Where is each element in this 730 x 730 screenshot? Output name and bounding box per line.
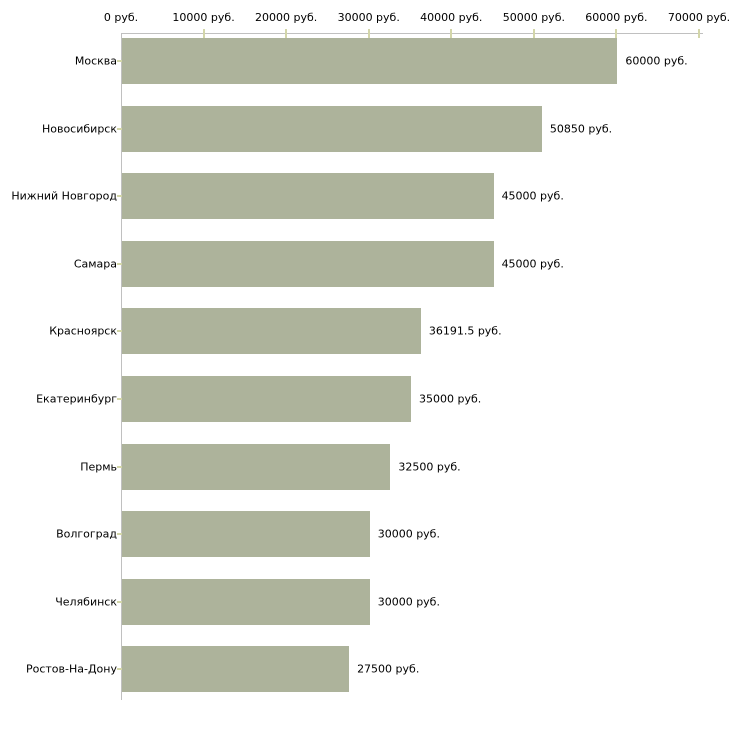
value-label: 36191.5 руб.: [428, 324, 502, 338]
y-axis-tick-mark: [117, 330, 122, 333]
x-axis-tick-mark: [615, 29, 618, 38]
bar-Екатеринбург: [122, 376, 411, 422]
x-axis-tick-label: 70000 руб.: [667, 11, 730, 24]
bar-Ростов-На-Дону: [122, 646, 350, 693]
category-label: Челябинск: [55, 595, 117, 609]
y-axis-tick-mark: [117, 533, 122, 536]
bar-Пермь: [122, 443, 391, 490]
x-axis-line: [121, 33, 703, 34]
y-axis-tick-mark: [117, 668, 122, 671]
bar-Новосибирск: [122, 105, 542, 152]
bar-Челябинск: [122, 578, 370, 625]
value-label: 32500 руб.: [398, 460, 461, 474]
x-axis-tick-label: 30000 руб.: [337, 11, 400, 24]
bar-Волгоград: [122, 511, 370, 558]
y-axis-tick-mark: [117, 398, 122, 400]
bar-Москва: [122, 38, 618, 84]
x-axis-tick-mark: [450, 29, 453, 38]
x-axis-tick-label: 20000 руб.: [255, 11, 318, 24]
x-axis-tick-mark: [285, 29, 288, 38]
y-axis-tick-mark: [117, 195, 122, 198]
y-axis-tick-mark: [117, 60, 122, 62]
category-label: Волгоград: [56, 527, 117, 541]
x-axis-tick-mark: [532, 29, 535, 38]
x-axis-tick-label: 60000 руб.: [585, 11, 648, 24]
y-axis-line: [121, 33, 122, 700]
category-label: Нижний Новгород: [11, 189, 117, 203]
y-axis-tick-mark: [117, 600, 122, 603]
value-label: 45000 руб.: [501, 189, 564, 203]
x-axis-tick-label: 0 руб.: [103, 11, 139, 24]
value-label: 27500 руб.: [357, 662, 420, 676]
y-axis-tick-mark: [117, 262, 122, 265]
value-label: 45000 руб.: [501, 257, 564, 271]
category-label: Ростов-На-Дону: [25, 662, 117, 676]
value-label: 35000 руб.: [419, 392, 482, 406]
category-label: Красноярск: [49, 324, 117, 338]
category-label: Екатеринбург: [36, 392, 117, 406]
bar-Самара: [122, 240, 494, 287]
value-label: 30000 руб.: [377, 595, 440, 609]
value-label: 50850 руб.: [549, 122, 613, 136]
y-axis-tick-mark: [117, 465, 122, 468]
x-axis-tick-mark: [367, 29, 370, 38]
x-axis-tick-label: 10000 руб.: [172, 11, 235, 24]
value-label: 30000 руб.: [377, 527, 440, 541]
category-label: Москва: [74, 54, 117, 68]
bar-Красноярск: [122, 308, 421, 355]
value-label: 60000 руб.: [625, 54, 688, 68]
category-label: Самара: [73, 257, 117, 271]
category-label: Пермь: [80, 460, 117, 474]
x-axis-tick-label: 50000 руб.: [502, 11, 565, 24]
bar-Нижний Новгород: [122, 173, 494, 220]
y-axis-tick-mark: [117, 127, 122, 130]
x-axis-tick-mark: [698, 29, 700, 38]
x-axis-tick-mark: [202, 29, 205, 38]
x-axis-tick-label: 40000 руб.: [420, 11, 483, 24]
category-label: Новосибирск: [41, 122, 117, 136]
